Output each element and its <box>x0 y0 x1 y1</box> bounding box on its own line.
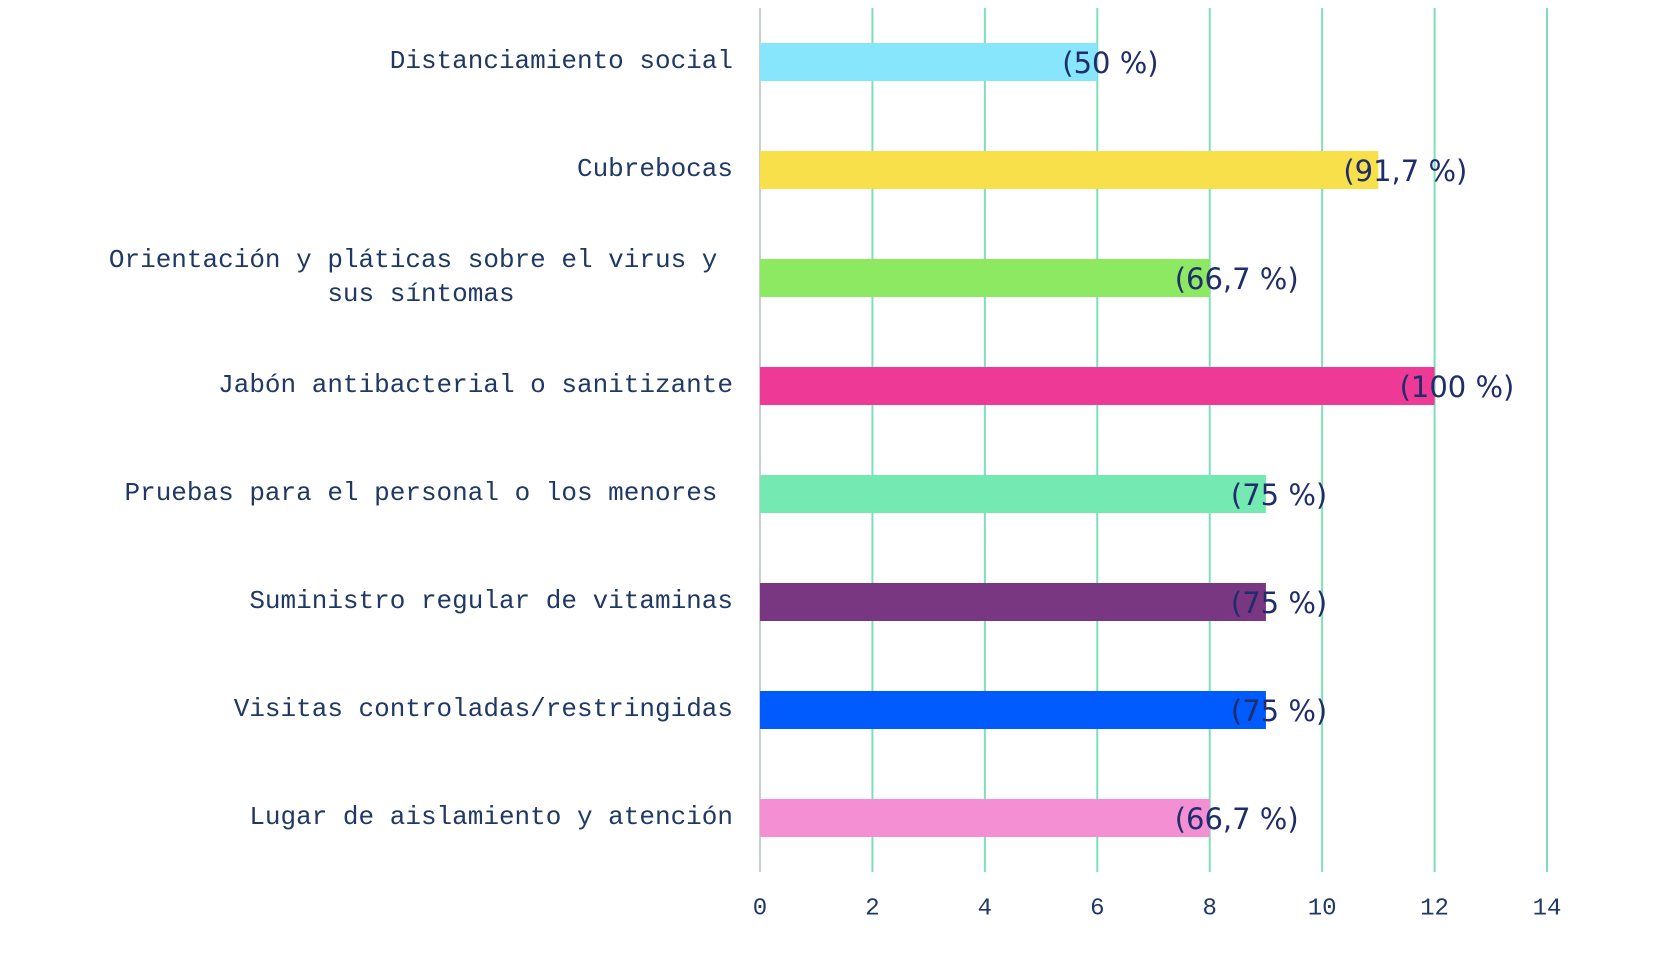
bar <box>760 691 1266 729</box>
x-tick-label: 14 <box>1533 895 1562 922</box>
category-label: Suministro regular de vitaminas <box>249 586 733 616</box>
annotation: (75 %) <box>1231 478 1327 512</box>
category-label: Visitas controladas/restringidas <box>233 694 733 724</box>
annotation: (100 %) <box>1400 370 1515 404</box>
x-tick-label: 0 <box>753 895 767 922</box>
x-tick-label: 6 <box>1090 895 1104 922</box>
bar <box>760 151 1379 189</box>
bar <box>760 259 1210 297</box>
category-label: Cubrebocas <box>576 154 733 184</box>
annotation: (75 %) <box>1231 694 1327 728</box>
category-label: Orientación y pláticas sobre el virus y … <box>108 245 718 309</box>
category-label: Pruebas para el personal o los menores <box>124 478 733 508</box>
bar <box>760 367 1435 405</box>
annotation: (91,7 %) <box>1343 154 1467 188</box>
x-tick-label: 8 <box>1203 895 1217 922</box>
annotation: (50 %) <box>1062 46 1158 80</box>
category-label: Jabón antibacterial o sanitizante <box>218 370 733 400</box>
annotation: (75 %) <box>1231 586 1327 620</box>
annotation: (66,7 %) <box>1175 262 1299 296</box>
bar <box>760 475 1266 513</box>
category-label: Distanciamiento social <box>389 46 733 76</box>
bar <box>760 799 1210 837</box>
bar <box>760 583 1266 621</box>
x-tick-label: 10 <box>1308 895 1337 922</box>
annotation: (66,7 %) <box>1175 802 1299 836</box>
x-tick-label: 2 <box>865 895 879 922</box>
x-tick-label: 4 <box>978 895 992 922</box>
bar <box>760 43 1098 81</box>
category-label: Lugar de aislamiento y atención <box>249 802 733 832</box>
x-tick-label: 12 <box>1420 895 1449 922</box>
